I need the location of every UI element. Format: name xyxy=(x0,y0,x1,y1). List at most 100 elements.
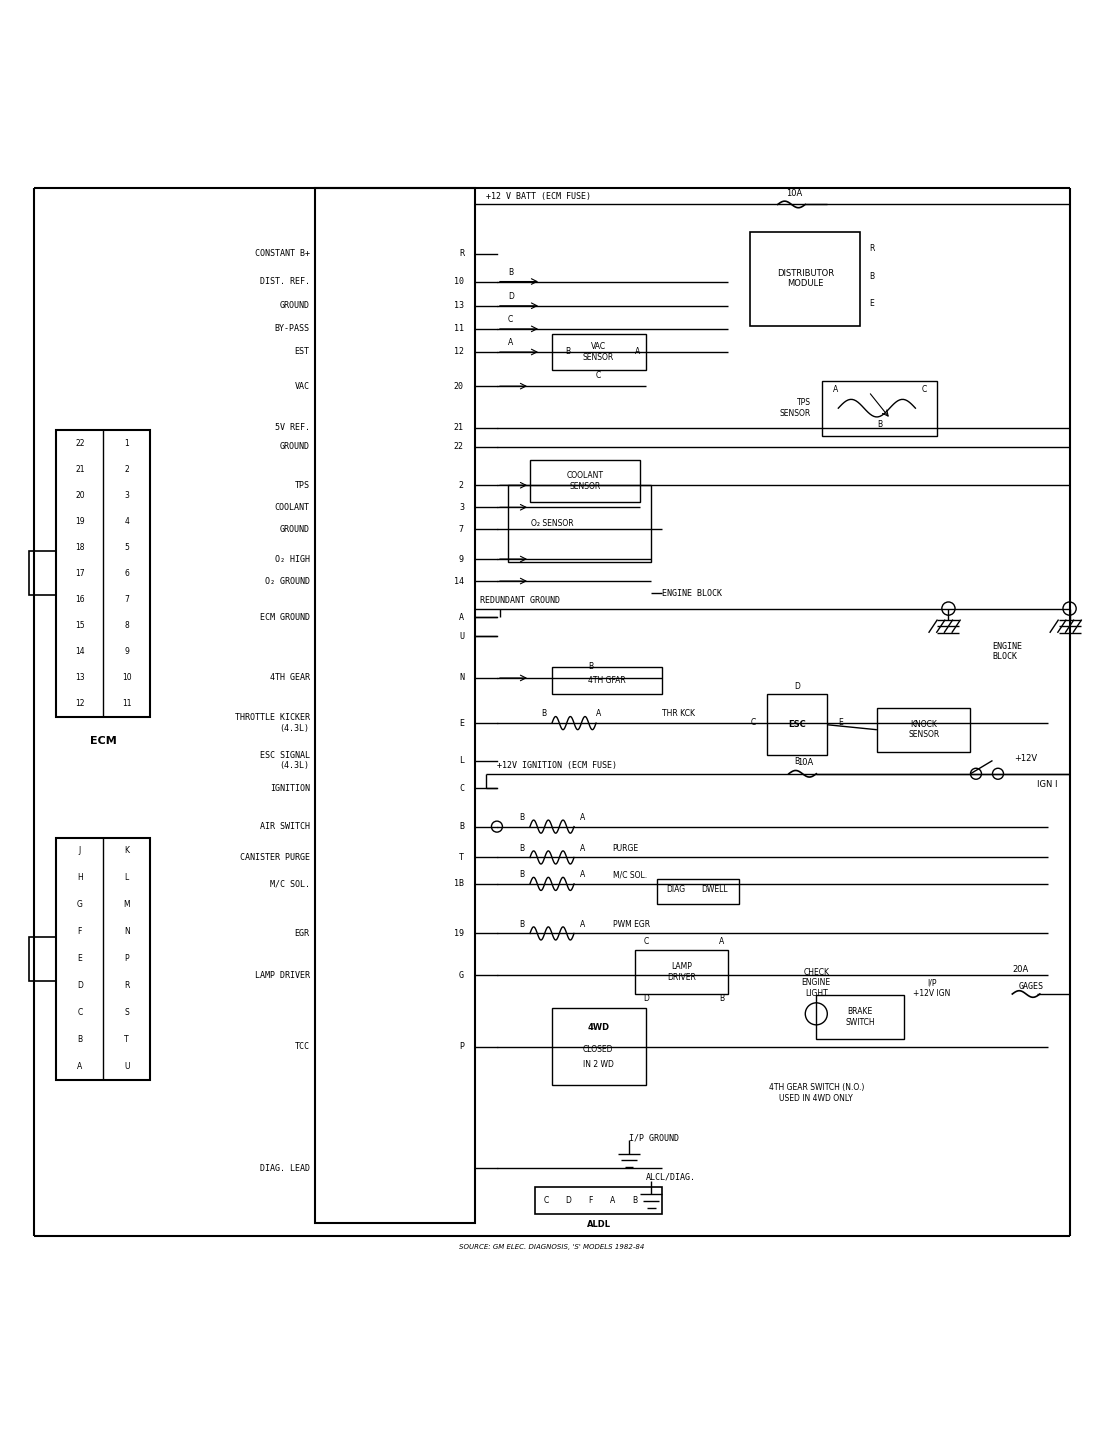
Text: REDUNDANT GROUND: REDUNDANT GROUND xyxy=(480,596,561,605)
Text: 19: 19 xyxy=(75,517,85,526)
Text: B: B xyxy=(795,757,799,765)
Text: DISTRIBUTOR
MODULE: DISTRIBUTOR MODULE xyxy=(777,269,834,288)
Text: B: B xyxy=(519,813,524,823)
Text: O₂ HIGH: O₂ HIGH xyxy=(275,555,310,563)
Text: IN 2 WD: IN 2 WD xyxy=(583,1059,614,1069)
Text: R: R xyxy=(869,244,874,254)
Text: I/P GROUND: I/P GROUND xyxy=(629,1134,679,1142)
Text: 4: 4 xyxy=(125,517,129,526)
Text: J: J xyxy=(78,847,81,856)
Text: GROUND: GROUND xyxy=(279,443,310,451)
Text: R: R xyxy=(459,249,464,258)
Text: A: A xyxy=(580,813,585,823)
Text: LAMP
DRIVER: LAMP DRIVER xyxy=(667,963,696,982)
Text: N: N xyxy=(459,674,464,682)
Text: I/P
+12V IGN: I/P +12V IGN xyxy=(913,979,951,999)
Text: 1B: 1B xyxy=(454,880,464,888)
Text: 12: 12 xyxy=(454,347,464,357)
Text: CANISTER PURGE: CANISTER PURGE xyxy=(240,853,310,863)
Text: DWELL: DWELL xyxy=(702,884,729,894)
Bar xyxy=(316,188,475,1222)
Text: A: A xyxy=(580,920,585,929)
Bar xyxy=(552,1009,646,1085)
Text: 2: 2 xyxy=(125,464,129,474)
Text: T: T xyxy=(125,1035,129,1043)
Text: ENGINE
BLOCK: ENGINE BLOCK xyxy=(992,642,1022,661)
Text: E: E xyxy=(838,718,843,727)
Text: C: C xyxy=(508,315,513,324)
Bar xyxy=(29,937,56,980)
Text: U: U xyxy=(459,632,464,641)
Text: M/C SOL.: M/C SOL. xyxy=(613,870,647,880)
Text: H: H xyxy=(77,873,83,883)
Text: THR KCK: THR KCK xyxy=(662,709,696,718)
Text: C: C xyxy=(596,371,601,380)
Text: KNOCK
SENSOR: KNOCK SENSOR xyxy=(907,719,940,739)
Text: C: C xyxy=(921,384,926,394)
Text: M: M xyxy=(124,900,130,909)
Text: ALCL/DIAG.: ALCL/DIAG. xyxy=(646,1172,696,1181)
Text: ESC SIGNAL
(4.3L): ESC SIGNAL (4.3L) xyxy=(259,751,310,771)
Text: TPS: TPS xyxy=(295,480,310,490)
Text: 20: 20 xyxy=(75,492,85,500)
Text: M/C SOL.: M/C SOL. xyxy=(269,880,310,888)
Text: B: B xyxy=(631,1197,637,1205)
Text: F: F xyxy=(77,927,82,936)
Bar xyxy=(552,334,646,370)
Text: 22: 22 xyxy=(454,443,464,451)
Text: 5V REF.: 5V REF. xyxy=(275,424,310,433)
Text: L: L xyxy=(125,873,129,883)
Text: EST: EST xyxy=(295,347,310,357)
Text: AIR SWITCH: AIR SWITCH xyxy=(259,823,310,831)
Text: A: A xyxy=(459,613,464,622)
Text: C: C xyxy=(544,1197,549,1205)
Text: C: C xyxy=(751,718,756,727)
Text: 3: 3 xyxy=(125,492,129,500)
Text: A: A xyxy=(77,1062,83,1070)
Text: 19: 19 xyxy=(454,929,464,939)
Text: LAMP DRIVER: LAMP DRIVER xyxy=(255,970,310,980)
Text: 14: 14 xyxy=(75,648,85,656)
Text: T: T xyxy=(459,853,464,863)
Text: 15: 15 xyxy=(75,620,85,631)
Text: ALDL: ALDL xyxy=(587,1221,611,1230)
Text: BRAKE
SWITCH: BRAKE SWITCH xyxy=(846,1007,875,1027)
Text: B: B xyxy=(459,823,464,831)
Text: 11: 11 xyxy=(454,324,464,334)
Text: D: D xyxy=(644,993,649,1003)
Text: DIAG: DIAG xyxy=(666,884,684,894)
Text: U: U xyxy=(124,1062,129,1070)
Text: CHECK
ENGINE
LIGHT: CHECK ENGINE LIGHT xyxy=(802,969,831,997)
Text: E: E xyxy=(77,954,82,963)
Text: 18: 18 xyxy=(75,543,85,552)
Text: 14: 14 xyxy=(454,576,464,586)
Text: B: B xyxy=(541,709,546,718)
Bar xyxy=(56,430,150,716)
Text: ESC: ESC xyxy=(788,721,806,729)
Bar xyxy=(535,1187,662,1214)
Text: DIAG. LEAD: DIAG. LEAD xyxy=(259,1164,310,1172)
Text: 9: 9 xyxy=(459,555,464,563)
Bar xyxy=(816,995,904,1039)
Text: A: A xyxy=(580,844,585,853)
Bar xyxy=(877,708,970,752)
Text: A: A xyxy=(580,870,585,880)
Text: CLOSED: CLOSED xyxy=(583,1045,614,1055)
Text: 11: 11 xyxy=(121,699,131,708)
Text: TCC: TCC xyxy=(295,1042,310,1052)
Text: COOLANT: COOLANT xyxy=(275,503,310,512)
Bar xyxy=(508,486,651,562)
Text: 13: 13 xyxy=(75,674,85,682)
Text: 9: 9 xyxy=(125,648,129,656)
Text: VAC
SENSOR: VAC SENSOR xyxy=(583,342,614,361)
Text: 21: 21 xyxy=(454,424,464,433)
Text: 4TH GEAR SWITCH (N.O.)
USED IN 4WD ONLY: 4TH GEAR SWITCH (N.O.) USED IN 4WD ONLY xyxy=(768,1083,864,1103)
Text: L: L xyxy=(459,757,464,765)
Bar xyxy=(635,950,729,995)
Text: C: C xyxy=(644,937,649,946)
Bar xyxy=(530,460,640,502)
Text: D: D xyxy=(794,682,800,691)
Text: DIST. REF.: DIST. REF. xyxy=(259,277,310,287)
Text: A: A xyxy=(508,338,513,347)
Bar xyxy=(821,381,937,436)
